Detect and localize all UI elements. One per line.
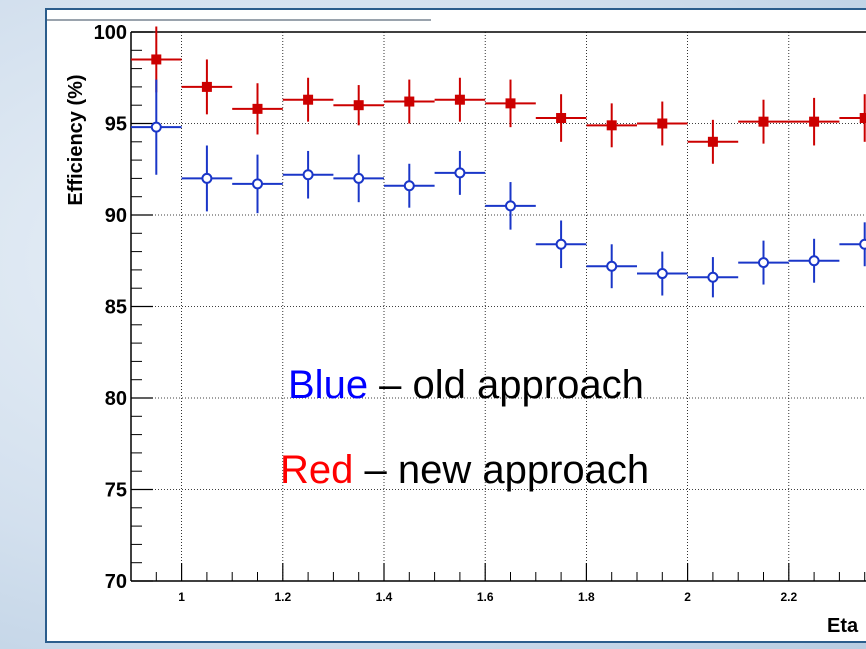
x-axis-label: Eta	[827, 615, 859, 637]
data-point-blue	[859, 238, 866, 250]
data-point-red	[809, 116, 820, 127]
data-point-red	[657, 118, 668, 129]
axes	[130, 31, 866, 582]
x-tick-labels: 1 1.2 1.4 1.6 1.8 2 2.2	[178, 590, 797, 604]
data-point-red	[454, 94, 465, 105]
data-point-blue	[150, 121, 162, 133]
data-point-blue	[252, 178, 263, 190]
y-tick-label: 90	[105, 205, 127, 227]
data-point-red	[707, 136, 718, 147]
y-tick-labels: 70 75 80 85 90 95 100	[94, 22, 127, 593]
data-point-red	[758, 116, 769, 127]
data-series	[131, 26, 866, 298]
data-point-blue	[403, 180, 415, 192]
x-tick-label: 2.2	[780, 590, 797, 604]
x-tick-label: 2	[684, 590, 691, 604]
x-tick-label: 1.2	[274, 590, 291, 604]
data-point-blue	[302, 169, 314, 181]
data-point-red	[151, 54, 162, 65]
legend-old-colored: Blue	[288, 363, 368, 407]
data-point-blue	[758, 257, 769, 269]
data-point-blue	[555, 238, 567, 250]
grid-lines	[131, 31, 866, 581]
data-point-red	[303, 94, 314, 105]
data-point-blue	[606, 260, 618, 272]
data-point-red	[606, 120, 617, 131]
data-point-blue	[707, 271, 719, 283]
data-point-red	[353, 100, 364, 111]
legend-new-rest: – new approach	[353, 448, 649, 492]
data-point-red	[252, 103, 263, 114]
legend-new-colored: Red	[280, 448, 353, 492]
x-tick-label: 1.8	[578, 590, 595, 604]
y-tick-label: 75	[105, 480, 127, 502]
header-divider-line	[47, 19, 431, 21]
x-tick-label: 1.4	[376, 590, 393, 604]
data-point-blue	[505, 200, 516, 212]
data-point-red	[556, 113, 567, 124]
data-point-blue	[454, 167, 466, 179]
y-tick-label: 85	[105, 297, 127, 319]
data-point-red	[404, 96, 415, 107]
data-point-blue	[808, 255, 820, 267]
x-tick-label: 1	[178, 590, 185, 604]
y-tick-label: 80	[105, 388, 127, 410]
data-point-red	[505, 98, 516, 109]
data-point-blue	[656, 268, 668, 280]
x-tick-label: 1.6	[477, 590, 494, 604]
y-tick-label: 100	[94, 22, 127, 44]
y-axis-label: Efficiency (%)	[65, 74, 87, 205]
data-point-red	[859, 113, 866, 124]
data-point-red	[201, 81, 212, 92]
legend-old-rest: – old approach	[368, 363, 644, 407]
y-tick-label: 70	[105, 571, 127, 593]
legend-new-approach: Red – new approach	[280, 448, 649, 492]
legend-old-approach: Blue – old approach	[288, 363, 644, 407]
data-point-blue	[353, 172, 365, 184]
y-tick-label: 95	[105, 114, 127, 136]
data-point-blue	[201, 172, 213, 184]
